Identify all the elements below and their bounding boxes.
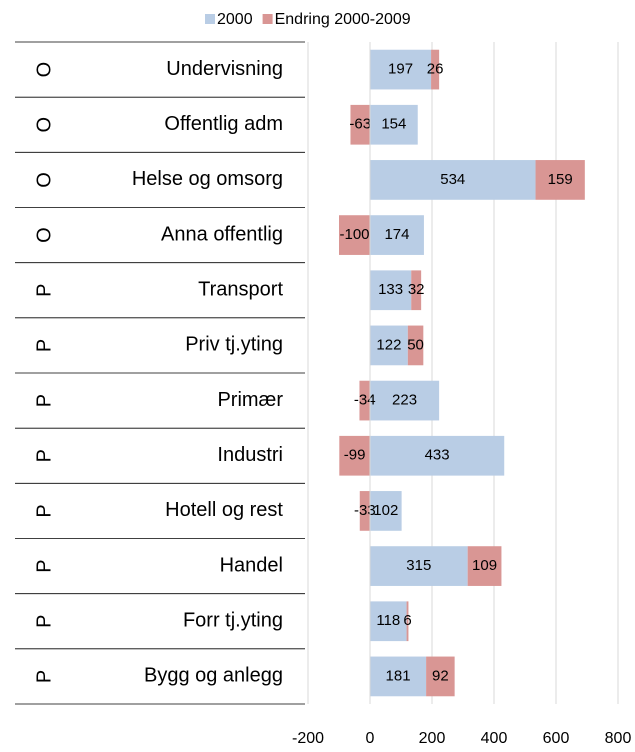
x-tick-label: 800	[605, 730, 632, 747]
legend-label: 2000	[217, 11, 253, 28]
group-label: O	[33, 117, 55, 133]
bar	[370, 491, 402, 531]
value-label: -99	[344, 447, 366, 464]
group-label: P	[33, 394, 55, 407]
group-label: O	[33, 227, 55, 243]
value-label: 133	[378, 281, 403, 298]
bar	[411, 270, 422, 311]
bar	[370, 435, 505, 476]
bar	[370, 546, 468, 586]
category-label: Primær	[217, 389, 283, 411]
bar	[370, 270, 412, 311]
bar	[370, 49, 432, 90]
bar	[370, 656, 427, 697]
category-label: Helse og omsorg	[132, 168, 283, 190]
legend-label: Endring 2000-2009	[275, 11, 411, 28]
legend-swatch	[205, 14, 215, 24]
value-label: 26	[427, 61, 444, 78]
category-label: Priv tj.yting	[185, 334, 283, 356]
bar	[370, 380, 440, 421]
bar	[370, 215, 424, 255]
value-label: 154	[381, 116, 406, 133]
value-label: 50	[407, 336, 424, 353]
value-label: 109	[472, 557, 497, 574]
group-label: O	[33, 62, 55, 78]
group-label: P	[33, 339, 55, 352]
group-label: P	[33, 670, 55, 683]
bar	[339, 215, 370, 255]
bar	[467, 546, 502, 586]
value-label: 174	[384, 226, 409, 243]
bar	[370, 601, 407, 642]
bar	[535, 160, 585, 200]
category-label: Bygg og anlegg	[144, 665, 283, 687]
bar	[359, 380, 370, 421]
value-label: 122	[376, 336, 401, 353]
value-label: 181	[386, 667, 411, 684]
category-label: Handel	[220, 554, 283, 576]
group-label: P	[33, 559, 55, 572]
value-label: 118	[376, 612, 400, 629]
x-tick-label: 0	[366, 730, 375, 747]
x-tick-label: 600	[543, 730, 570, 747]
category-label: Hotell og rest	[165, 499, 283, 521]
bar	[370, 160, 536, 200]
group-label: O	[33, 172, 55, 188]
value-label: -63	[349, 116, 371, 133]
category-label: Undervisning	[166, 58, 283, 80]
group-label: P	[33, 449, 55, 462]
group-label: P	[33, 284, 55, 297]
category-label: Anna offentlig	[161, 223, 283, 245]
category-label: Transport	[198, 279, 283, 301]
value-label: -33	[354, 502, 376, 519]
value-label: -100	[339, 226, 369, 243]
category-label: Forr tj.yting	[183, 610, 283, 632]
value-label: -34	[354, 392, 376, 409]
value-label: 433	[425, 447, 450, 464]
bar	[350, 104, 370, 145]
x-tick-label: -200	[292, 730, 324, 747]
value-label: 315	[406, 557, 431, 574]
value-label: 32	[408, 281, 425, 298]
value-label: 92	[432, 667, 449, 684]
value-label: 223	[392, 392, 417, 409]
bar	[426, 656, 455, 697]
bar	[370, 104, 418, 145]
bar	[431, 49, 440, 90]
legend-swatch	[262, 14, 273, 24]
category-label: Industri	[217, 444, 283, 466]
x-tick-label: 400	[481, 730, 508, 747]
bar	[359, 491, 370, 531]
x-tick-label: 200	[419, 730, 446, 747]
bar	[407, 325, 424, 366]
value-label: 102	[373, 502, 398, 519]
category-label: Offentlig adm	[164, 113, 283, 135]
group-label: P	[33, 504, 55, 517]
value-label: 159	[548, 171, 573, 188]
bar	[339, 435, 370, 476]
bar	[370, 325, 408, 366]
value-label: 534	[440, 171, 465, 188]
value-label: 6	[403, 612, 411, 629]
bar	[406, 601, 409, 642]
value-label: 197	[388, 61, 413, 78]
group-label: P	[33, 615, 55, 628]
